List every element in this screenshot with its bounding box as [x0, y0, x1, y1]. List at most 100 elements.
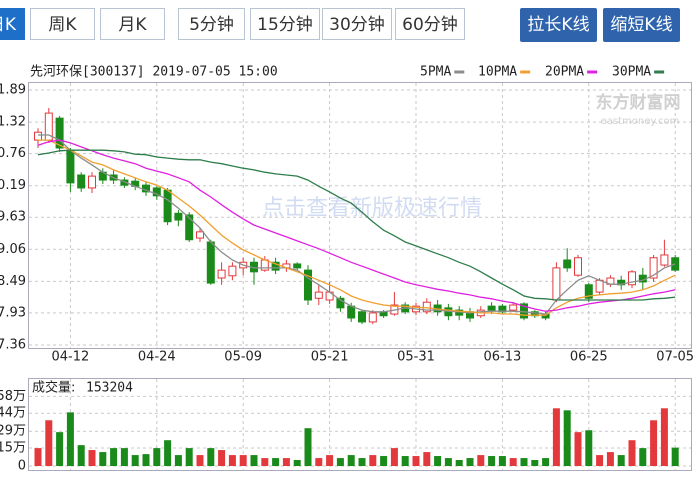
y-tick-label: 8.49	[0, 274, 26, 289]
candle-body	[520, 303, 528, 319]
volume-bar	[520, 458, 528, 466]
y-tick-label: 10.76	[0, 146, 26, 161]
candle-body	[217, 269, 226, 279]
volume-bar	[563, 410, 571, 466]
candle-body	[163, 189, 172, 223]
y-tick-label: 9.63	[0, 210, 26, 225]
legend-label: 10PMA	[478, 65, 517, 80]
volume-bar	[596, 455, 604, 466]
logo-name: 东方财富网	[596, 92, 681, 113]
volume-bar	[250, 455, 258, 466]
volume-bar	[120, 448, 128, 466]
volume-bar	[218, 450, 226, 466]
candle-body	[336, 297, 345, 309]
y-tick-label: 58万	[0, 389, 26, 404]
volume-bar	[153, 448, 161, 466]
volume-bar	[488, 456, 496, 466]
candle-body	[34, 131, 42, 141]
volume-bar	[369, 455, 377, 466]
period-tab[interactable]: 30分钟	[322, 8, 392, 40]
ma-line	[37, 149, 676, 301]
candle-body	[77, 174, 86, 189]
volume-bar	[282, 458, 290, 466]
candle-body	[660, 254, 669, 266]
y-tick-label: 9.06	[0, 242, 26, 257]
candle-body	[271, 261, 280, 271]
volume-bar	[660, 408, 668, 466]
candle-body	[304, 269, 312, 301]
volume-bar	[142, 454, 150, 466]
volume-bar	[347, 455, 355, 466]
volume-bar	[304, 428, 312, 466]
y-tick-label: 0	[18, 459, 26, 474]
volume-bar	[131, 455, 139, 466]
volume-bar	[574, 432, 582, 466]
candle-body	[88, 175, 96, 189]
ma-line	[37, 139, 676, 312]
x-tick-label: 07-05	[656, 350, 694, 365]
legend-label: 5PMA	[420, 65, 451, 80]
volume-bar	[164, 440, 172, 466]
ma-line	[38, 134, 676, 315]
volume-bar	[650, 420, 658, 466]
candle-body	[55, 117, 64, 149]
period-tab[interactable]: 周K	[30, 8, 95, 40]
volume-bar	[617, 455, 625, 466]
period-tab[interactable]: 15分钟	[250, 8, 320, 40]
volume-bar	[542, 458, 550, 466]
y-tick-label: 11.32	[0, 115, 26, 130]
volume-bar	[34, 448, 42, 466]
volume-bar	[552, 408, 560, 466]
volume-bar	[423, 452, 431, 466]
chart-title: 先河环保[300137] 2019-07-05 15:00	[30, 65, 278, 80]
candle-body	[66, 149, 75, 184]
x-tick-label: 05-31	[397, 350, 435, 365]
candle-body	[584, 284, 593, 299]
period-tab[interactable]: 5分钟	[178, 8, 245, 40]
candle-body	[174, 212, 183, 221]
candle-body	[206, 241, 215, 284]
volume-bar	[272, 458, 280, 466]
volume-bar	[466, 458, 474, 466]
zoom-button[interactable]: 拉长K线	[520, 8, 597, 42]
volume-bar	[639, 448, 647, 466]
volume-bar	[401, 456, 409, 466]
volume-bar	[88, 450, 96, 466]
volume-bar	[434, 456, 442, 466]
period-tab[interactable]: 日K	[0, 8, 25, 40]
logo-site: eastmoney.com	[601, 116, 680, 127]
volume-bar	[336, 458, 344, 466]
candle-body	[152, 187, 161, 197]
x-tick-label: 06-13	[484, 350, 522, 365]
volume-bar	[207, 448, 215, 466]
legend-label: 20PMA	[545, 65, 584, 80]
volume-bar	[185, 448, 193, 466]
volume-bar	[390, 448, 398, 466]
candle-body	[595, 279, 604, 293]
candle-body	[358, 311, 366, 323]
candle-body	[228, 265, 237, 277]
ma-line	[38, 139, 676, 316]
price-frame	[28, 82, 692, 349]
zoom-button[interactable]: 缩短K线	[603, 8, 680, 42]
volume-frame	[28, 378, 692, 471]
volume-bar	[326, 455, 334, 466]
y-tick-label: 7.93	[0, 305, 26, 320]
candle-body	[196, 231, 204, 239]
volume-bar	[174, 455, 182, 466]
volume-bar	[477, 455, 485, 466]
volume-bar	[110, 448, 118, 466]
volume-bar	[293, 460, 301, 466]
volume-bar	[239, 455, 247, 466]
y-tick-label: 44万	[0, 406, 26, 421]
y-tick-label: 7.36	[0, 338, 26, 353]
volume-bar	[196, 455, 204, 466]
volume-bar	[56, 432, 64, 466]
volume-bar	[671, 447, 679, 466]
x-tick-label: 05-09	[224, 350, 262, 365]
y-tick-label: 10.19	[0, 178, 26, 193]
volume-bar	[606, 452, 614, 466]
period-tab[interactable]: 60分钟	[395, 8, 465, 40]
period-tab[interactable]: 月K	[100, 8, 165, 40]
volume-bar	[380, 456, 388, 466]
